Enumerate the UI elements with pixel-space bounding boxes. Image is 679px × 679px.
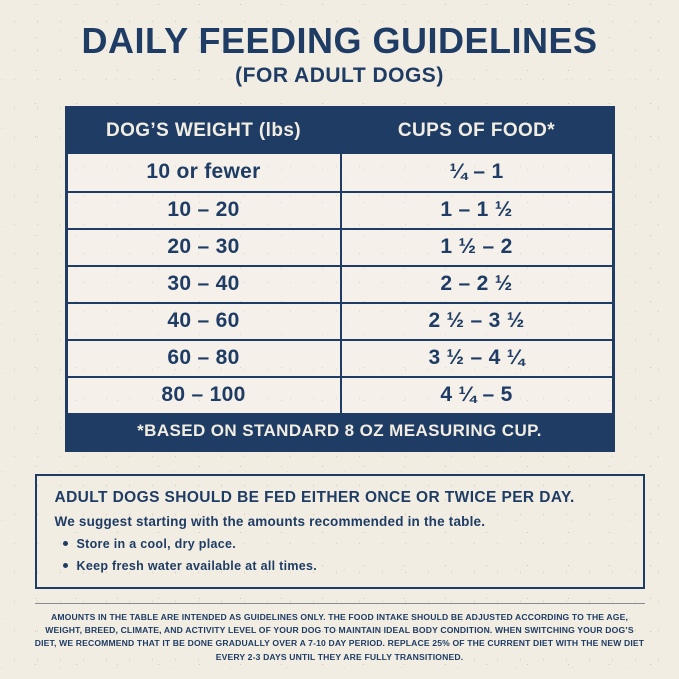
header-dogs-weight: DOG’S WEIGHT (lbs) [105, 120, 302, 142]
cups-cell: 1 ½ – 2 [339, 229, 612, 265]
list-item: Keep fresh water available at all times. [55, 559, 625, 573]
table-header-row: DOG’S WEIGHT (lbs) CUPS OF FOOD* [67, 108, 612, 154]
bullet-text: Keep fresh water available at all times. [76, 558, 318, 573]
table-footnote: *BASED ON STANDARD 8 OZ MEASURING CUP. [67, 412, 612, 449]
cups-cell: 3 ½ – 4 ¼ [339, 340, 612, 376]
cups-cell: 1 – 1 ½ [339, 192, 612, 228]
table-row: 80 – 100 4 ¼ – 5 [67, 375, 612, 413]
cups-cell: ¼ – 1 [339, 153, 612, 191]
page-subtitle: (FOR ADULT DOGS) [235, 63, 444, 87]
weight-cell: 10 – 20 [167, 198, 240, 222]
cups-cell: 2 ½ – 3 ½ [339, 303, 612, 339]
info-subheading: We suggest starting with the amounts rec… [54, 513, 486, 529]
weight-cell: 20 – 30 [167, 235, 240, 259]
weight-cell: 40 – 60 [167, 309, 240, 333]
table-row: 40 – 60 2 ½ – 3 ½ [67, 301, 612, 339]
table-row: 10 or fewer ¼ – 1 [68, 153, 612, 191]
page-title: DAILY FEEDING GUIDELINES [81, 20, 598, 61]
cups-cell: 2 – 2 ½ [339, 266, 612, 302]
table-row: 60 – 80 3 ½ – 4 ¼ [67, 338, 612, 376]
bullet-icon [62, 541, 68, 547]
weight-cell: 60 – 80 [167, 346, 240, 370]
header-cups-of-food: CUPS OF FOOD* [339, 108, 612, 154]
fine-print: AMOUNTS IN THE TABLE ARE INTENDED AS GUI… [34, 611, 645, 662]
list-item: Store in a cool, dry place. [55, 537, 625, 551]
weight-cell: 10 or fewer [146, 160, 261, 184]
weight-cell: 80 – 100 [161, 383, 246, 407]
table-row: 30 – 40 2 – 2 ½ [67, 264, 612, 302]
table-row: 20 – 30 1 ½ – 2 [67, 227, 612, 265]
cups-cell: 4 ¼ – 5 [339, 377, 612, 413]
feeding-info-box: ADULT DOGS SHOULD BE FED EITHER ONCE OR … [34, 473, 645, 589]
table-row: 10 – 20 1 – 1 ½ [67, 190, 612, 228]
bullet-text: Store in a cool, dry place. [76, 536, 237, 551]
feeding-guidelines-panel: DAILY FEEDING GUIDELINES (FOR ADULT DOGS… [34, 20, 645, 662]
bullet-icon [62, 563, 68, 569]
feeding-table: DOG’S WEIGHT (lbs) CUPS OF FOOD* 10 or f… [64, 105, 615, 452]
info-heading: ADULT DOGS SHOULD BE FED EITHER ONCE OR … [54, 488, 575, 506]
weight-cell: 30 – 40 [167, 272, 240, 296]
divider [34, 602, 645, 604]
